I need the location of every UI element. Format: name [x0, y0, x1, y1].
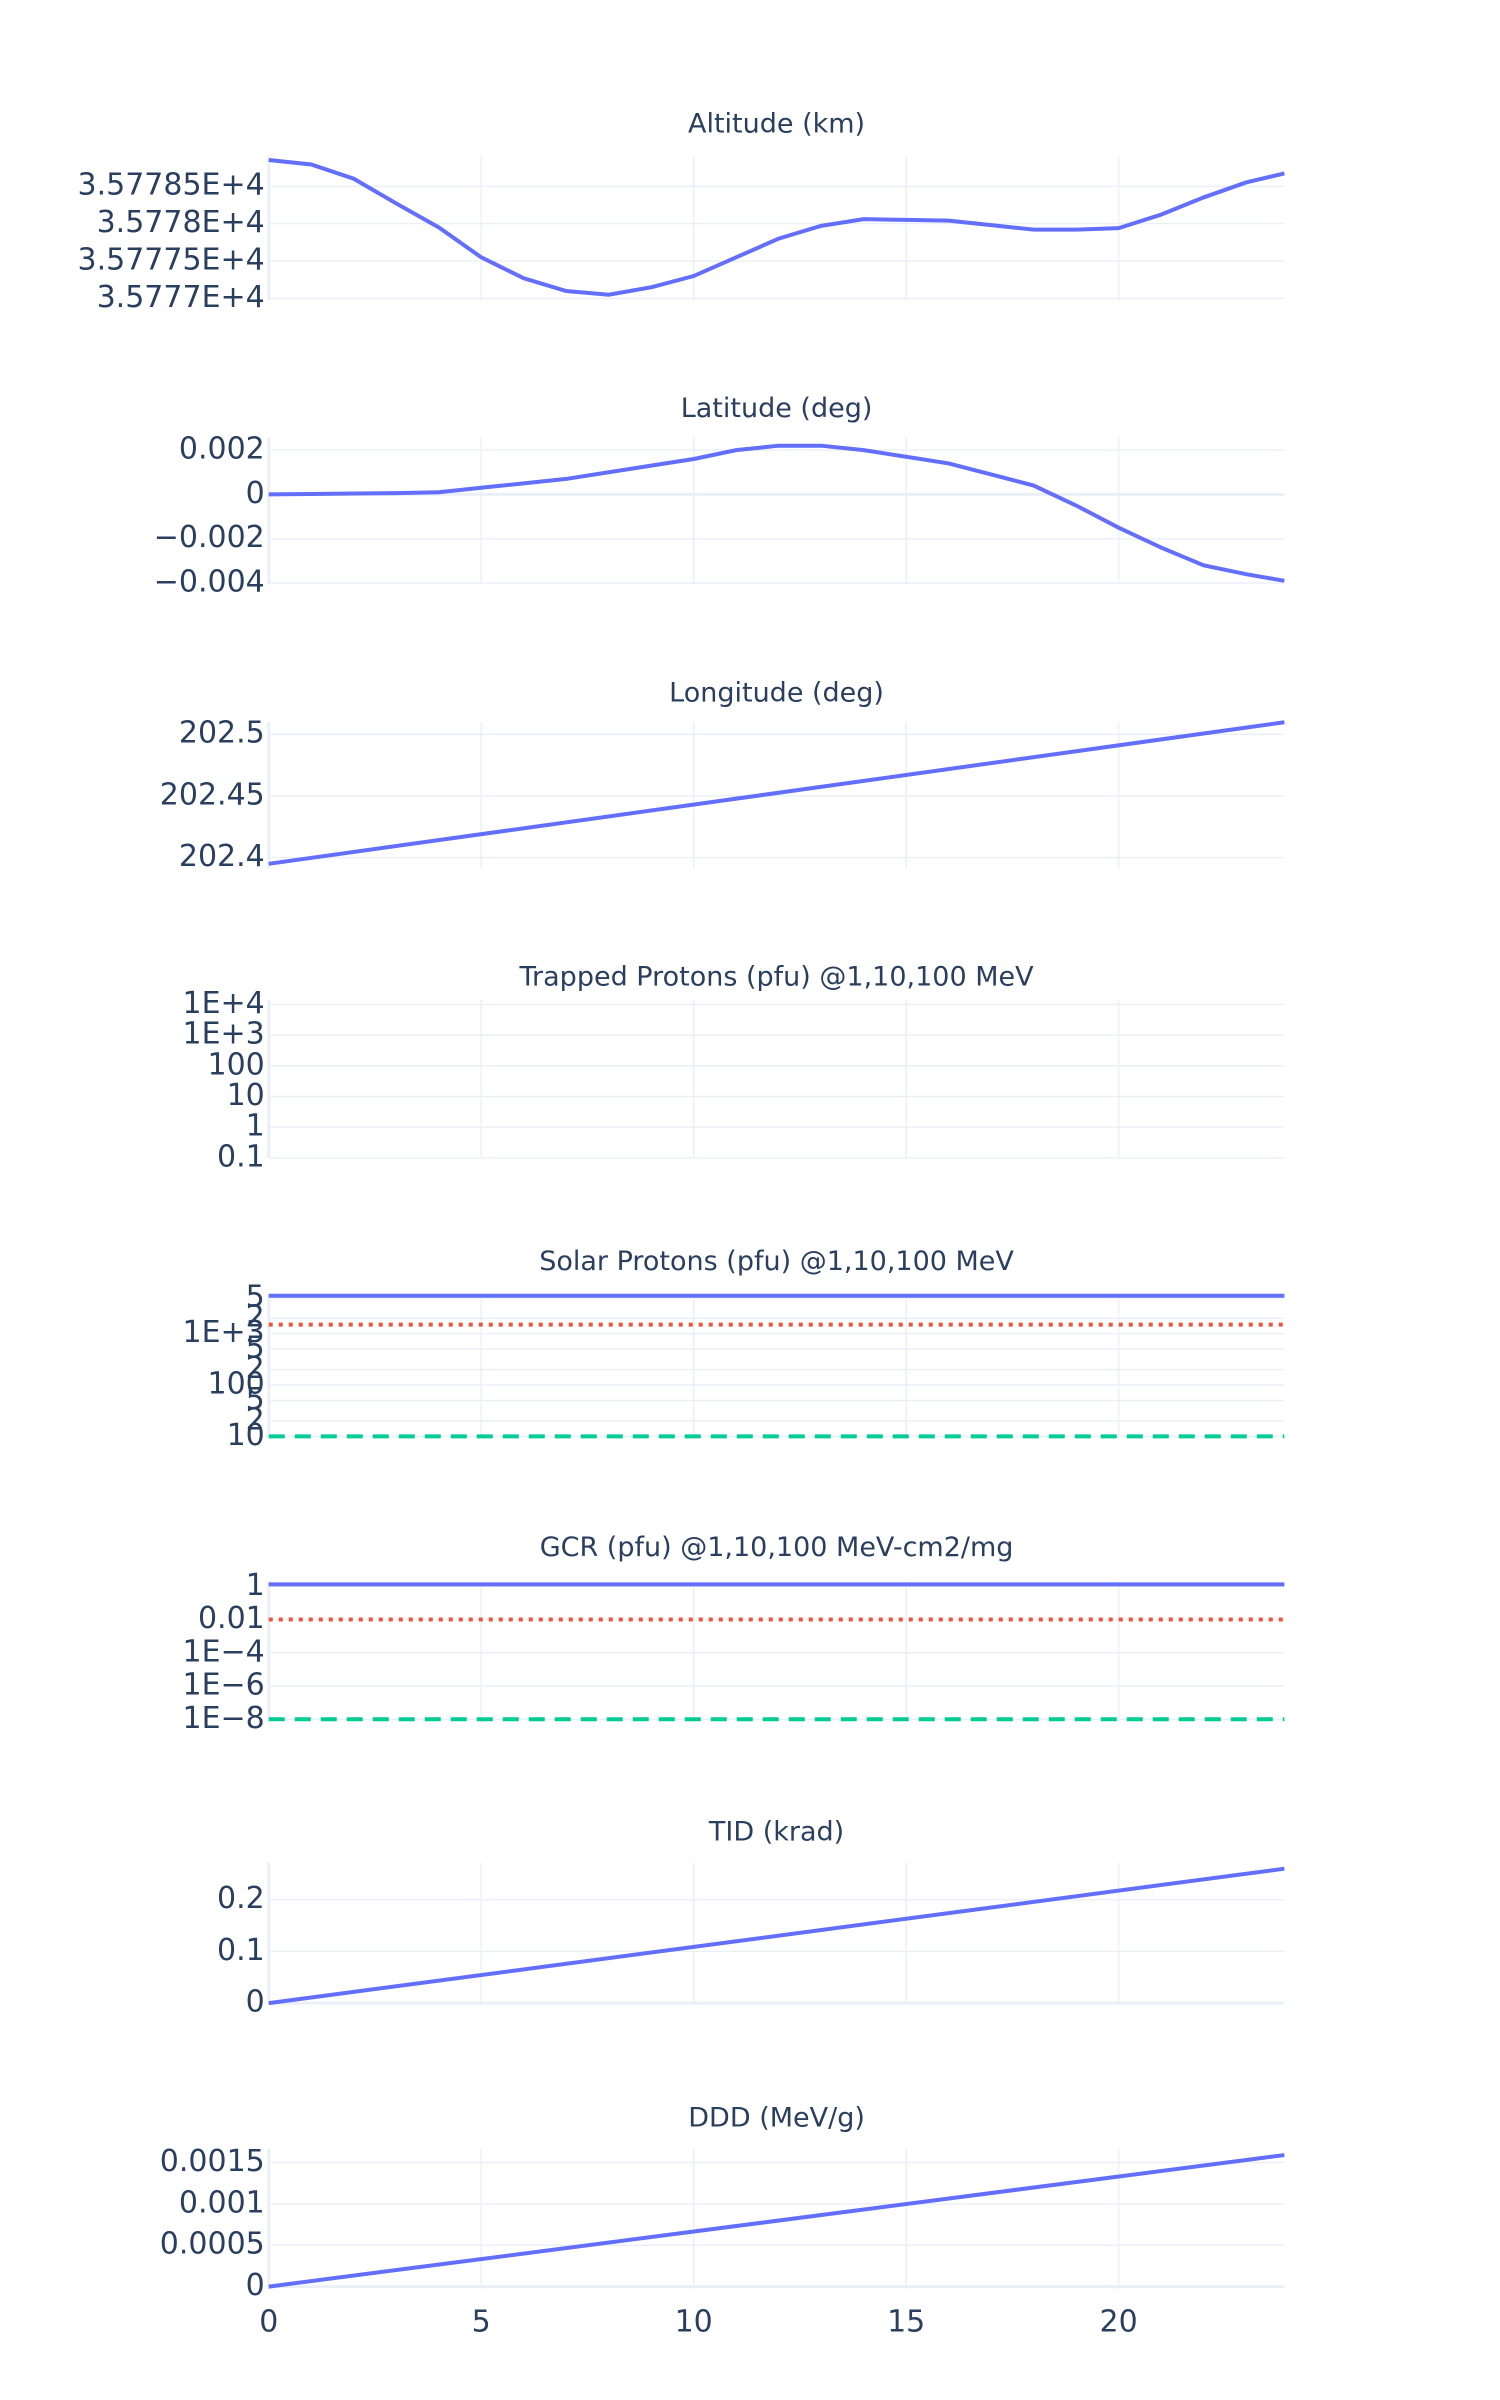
x-tick-label: 5: [472, 2305, 491, 2340]
y-tick-label: 202.5: [179, 716, 265, 751]
y-tick-label: 3.57775E+4: [78, 243, 265, 278]
y-tick-label: −0.002: [154, 520, 265, 555]
y-tick-label: 0.2: [217, 1881, 265, 1916]
series-line: [268, 720, 1285, 866]
y-tick-label: 5: [246, 1331, 265, 1366]
x-tick-label: 20: [1100, 2305, 1138, 2340]
y-tick-label: 5: [246, 1279, 265, 1314]
y-tick-label: 0.1: [217, 1139, 265, 1174]
y-tick-label: 202.45: [160, 777, 265, 812]
y-tick-label: 10: [227, 1418, 265, 1453]
y-tick-label: 1E−4: [182, 1634, 264, 1669]
x-tick-label: 0: [259, 2305, 278, 2340]
y-tick-label: 2: [246, 1351, 265, 1386]
subplot-title: DDD (MeV/g): [688, 2102, 865, 2133]
y-tick-label: 100: [207, 1367, 264, 1402]
y-tick-label: 1: [246, 1568, 265, 1603]
y-tick-label: 2: [246, 1402, 265, 1437]
x-tick-label: 15: [887, 2305, 925, 2340]
y-tick-label: 1: [246, 1109, 265, 1144]
y-tick-label: 0.01: [198, 1601, 265, 1636]
y-tick-label: 10: [227, 1078, 265, 1113]
y-tick-label: 3.57785E+4: [78, 168, 265, 203]
y-tick-label: 1E+3: [182, 1017, 264, 1052]
y-tick-label: 1E+3: [182, 1315, 264, 1350]
series-line: [268, 2153, 1285, 2289]
y-tick-label: 0.001: [179, 2185, 265, 2220]
series-line: [268, 443, 1285, 583]
subplot-title: Altitude (km): [688, 109, 865, 140]
subplot-title: TID (krad): [708, 1816, 844, 1847]
y-tick-label: 0.1: [217, 1933, 265, 1968]
y-tick-label: 2: [246, 1300, 265, 1335]
y-tick-label: 100: [207, 1047, 264, 1082]
subplot-title: Trapped Protons (pfu) @1,10,100 MeV: [519, 962, 1035, 993]
y-tick-label: 0: [246, 2268, 265, 2303]
y-tick-label: 0.0015: [160, 2144, 265, 2179]
y-tick-label: 0: [246, 476, 265, 511]
x-tick-label: 10: [675, 2305, 713, 2340]
subplot-title: Longitude (deg): [669, 677, 884, 708]
y-tick-label: 0: [246, 1985, 265, 2020]
subplot-title: Solar Protons (pfu) @1,10,100 MeV: [539, 1246, 1014, 1277]
subplot-title: Latitude (deg): [681, 393, 873, 424]
y-tick-label: 0.0005: [160, 2227, 265, 2262]
y-tick-label: 0.002: [179, 432, 265, 467]
y-tick-label: 3.5777E+4: [97, 280, 265, 315]
y-tick-label: 5: [246, 1382, 265, 1417]
series-line: [268, 158, 1285, 297]
series-line: [268, 1866, 1285, 2006]
y-tick-label: 3.5778E+4: [97, 205, 265, 240]
y-tick-label: 202.4: [179, 839, 265, 874]
y-tick-label: 1E−8: [182, 1701, 264, 1736]
y-tick-label: 1E−6: [182, 1668, 264, 1703]
y-tick-label: −0.004: [154, 565, 265, 600]
y-tick-label: 1E+4: [182, 986, 264, 1021]
subplot-title: GCR (pfu) @1,10,100 MeV-cm2/mg: [540, 1532, 1014, 1563]
